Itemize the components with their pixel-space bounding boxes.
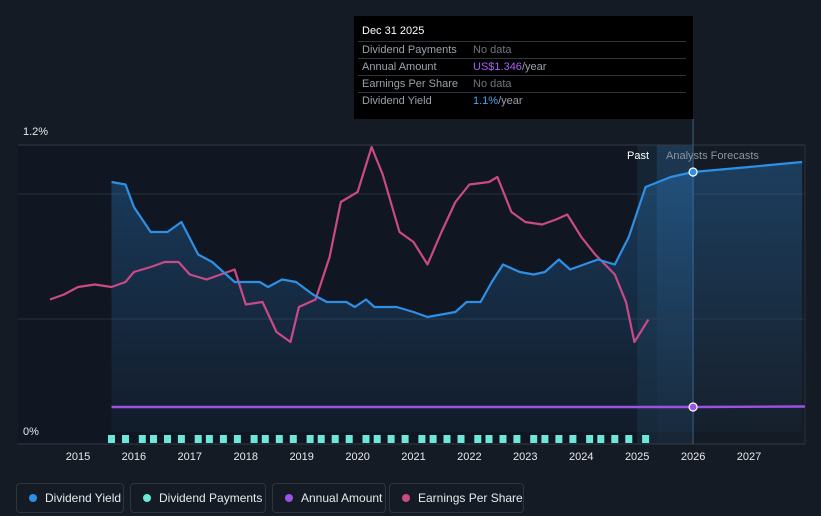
dividend-payment-bar — [345, 435, 353, 443]
dividend-chart — [18, 119, 806, 445]
dividend-payment-bar — [250, 435, 258, 443]
tooltip-value: No data — [473, 44, 512, 56]
dividend-payment-bar — [443, 435, 451, 443]
earnings-per-share-line — [49, 145, 650, 344]
dividend-payment-bar — [138, 435, 146, 443]
dividend-payment-bar — [373, 435, 381, 443]
legend-label: Dividend Yield — [45, 491, 122, 505]
tooltip: Dec 31 2025 Dividend Payments No data An… — [354, 16, 693, 119]
x-tick-label: 2017 — [177, 451, 203, 463]
dividend-payment-bar — [513, 435, 521, 443]
y-axis-max-label: 1.2% — [23, 126, 49, 138]
dividend-payment-bar — [555, 435, 563, 443]
dividend-payment-bar — [569, 435, 577, 443]
x-tick-label: 2015 — [65, 451, 91, 463]
tooltip-label: Annual Amount — [362, 61, 437, 73]
tooltip-row-dividend-payments: Dividend Payments No data — [358, 41, 686, 59]
dividend-yield-area — [111, 162, 803, 432]
dividend-payment-bar — [108, 435, 115, 443]
dividend-payment-bar — [205, 435, 213, 443]
legend-dot-icon — [285, 494, 293, 502]
tooltip-row-dividend-yield: Dividend Yield 1.1%/year — [358, 92, 686, 110]
dividend-payment-bar — [499, 435, 507, 443]
dividend-payment-bar — [642, 435, 650, 443]
x-tick-label: 2027 — [736, 451, 762, 463]
dividend-payment-bar — [275, 435, 283, 443]
legend-label: Earnings Per Share — [418, 491, 523, 505]
dividend-payment-bar — [306, 435, 314, 443]
dividend-payment-bar — [233, 435, 241, 443]
dividend-payment-bar — [194, 435, 202, 443]
dividend-payment-bar — [164, 435, 171, 443]
dividend-payment-bar — [177, 435, 185, 443]
legend-dot-icon — [402, 494, 410, 502]
x-tick-label: 2024 — [569, 451, 594, 463]
tooltip-label: Dividend Payments — [362, 44, 457, 56]
x-tick-label: 2019 — [289, 451, 314, 463]
legend-dot-icon — [143, 494, 151, 502]
dividend-payment-bar — [485, 435, 493, 443]
tooltip-value: US$1.346/year — [473, 61, 546, 73]
x-tick-label: 2020 — [345, 451, 370, 463]
legend-label: Dividend Payments — [159, 491, 263, 505]
dividend-payment-bar — [611, 435, 619, 443]
dividend-payment-bar — [219, 435, 227, 443]
tooltip-value: 1.1%/year — [473, 95, 523, 107]
x-tick-label: 2026 — [680, 451, 706, 463]
tooltip-value-number: 1.1% — [473, 95, 499, 107]
dividend-payment-bar — [429, 435, 437, 443]
annual-amount-line — [111, 405, 805, 409]
x-tick-label: 2023 — [513, 451, 538, 463]
y-axis-min-label: 0% — [23, 426, 39, 438]
dividend-payment-bar — [457, 435, 465, 443]
dividend-payment-bar — [317, 435, 325, 443]
dividend-payment-bar — [122, 435, 129, 443]
dividend-payment-bar — [150, 435, 157, 443]
dividend-payment-bar — [387, 435, 395, 443]
x-tick-label: 2025 — [624, 451, 650, 463]
x-tick-label: 2018 — [233, 451, 259, 463]
tooltip-value: No data — [473, 78, 512, 90]
dividend-payment-bar — [474, 435, 482, 443]
legend-item-dividend-payments[interactable]: Dividend Payments — [130, 483, 266, 513]
dividend-payment-bar — [418, 435, 426, 443]
legend-dot-icon — [29, 494, 37, 502]
tooltip-date: Dec 31 2025 — [362, 25, 425, 37]
dividend-yield-line — [111, 160, 803, 319]
dividend-payment-bar — [401, 435, 409, 443]
dividend-payment-bar — [586, 435, 594, 443]
tooltip-label: Dividend Yield — [362, 95, 432, 107]
dividend-payment-bar — [597, 435, 605, 443]
dividend-payment-bar — [541, 435, 549, 443]
dividend-payment-bar — [625, 435, 633, 443]
tooltip-label: Earnings Per Share — [362, 78, 458, 90]
forecast-label: Analysts Forecasts — [666, 150, 759, 162]
tooltip-row-annual-amount: Annual Amount US$1.346/year — [358, 58, 686, 76]
dividend-payment-bar — [289, 435, 297, 443]
legend-item-earnings-per-share[interactable]: Earnings Per Share — [389, 483, 524, 513]
tooltip-value-unit: /year — [521, 61, 547, 73]
x-tick-label: 2022 — [457, 451, 482, 463]
legend-item-annual-amount[interactable]: Annual Amount — [272, 483, 386, 513]
dividend-yield-marker — [688, 167, 698, 177]
x-tick-label: 2021 — [401, 451, 426, 463]
dividend-payment-bar — [261, 435, 269, 443]
tooltip-value-number: US$1.346 — [473, 61, 522, 73]
past-label: Past — [627, 150, 650, 162]
dividend-payment-bar — [331, 435, 339, 443]
x-tick-label: 2016 — [121, 451, 147, 463]
annual-amount-marker — [688, 402, 698, 412]
legend-label: Annual Amount — [301, 491, 383, 505]
dividend-payment-bar — [362, 435, 370, 443]
tooltip-value-unit: /year — [498, 95, 523, 107]
tooltip-row-earnings-per-share: Earnings Per Share No data — [358, 75, 686, 93]
dividend-payment-bar — [530, 435, 538, 443]
legend-item-dividend-yield[interactable]: Dividend Yield — [16, 483, 124, 513]
